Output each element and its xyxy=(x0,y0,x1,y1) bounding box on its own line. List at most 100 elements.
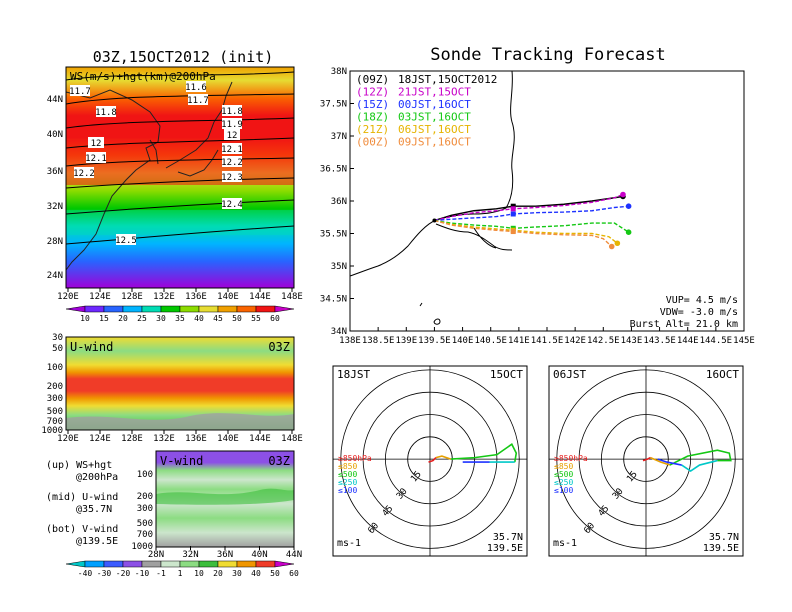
burst-point xyxy=(510,229,516,235)
track-x-tick-label: 138.5E xyxy=(362,336,395,346)
colorbar-swatch xyxy=(122,305,143,313)
track-y-tick-label: 35.5N xyxy=(320,230,347,240)
track-y-tick-label: 34.5N xyxy=(320,295,347,305)
x-tick-label: 132E xyxy=(153,434,175,444)
vdw-label: VDW= -3.0 m/s xyxy=(660,307,738,318)
hodograph-lat: 35.7N xyxy=(493,532,523,543)
vwind-title: V-wind xyxy=(160,454,203,468)
contour-label: 12.4 xyxy=(221,198,243,210)
y-tick-label: 300 xyxy=(137,504,153,514)
uwind-title: U-wind xyxy=(70,340,113,354)
contour-label: 12.5 xyxy=(115,234,137,246)
hodograph-legend-item: ≥850hPa xyxy=(338,454,372,463)
track-y-tick-label: 34N xyxy=(331,327,347,337)
note-mid: (mid) U-wind xyxy=(46,492,118,503)
panel-notes: (up) WS+hgt @200hPa (mid) U-wind @35.7N … xyxy=(46,460,118,547)
y-tick-label: 100 xyxy=(137,470,153,480)
landing-point xyxy=(620,191,626,198)
contour-label: 11.8 xyxy=(95,106,117,118)
track-x-tick-label: 141E xyxy=(508,336,530,346)
hodograph-trace xyxy=(428,457,437,463)
track-x-tick-label: 145E xyxy=(733,336,755,346)
colorbar-label: -10 xyxy=(135,569,150,578)
colorbar-label: -30 xyxy=(97,569,112,578)
map-y-ticks: 24N 28N 32N 36N 40N 44N xyxy=(47,95,63,281)
contour-label: 12.1 xyxy=(221,143,243,155)
hodograph-unit: ms-1 xyxy=(337,538,361,549)
x-tick-label: 36N xyxy=(217,550,233,560)
uwind-x-ticks: 120E 124E 128E 132E 136E 140E 144E 148E xyxy=(57,430,303,444)
svg-text:12.2: 12.2 xyxy=(73,169,95,179)
track-params: VUP= 4.5 m/s VDW= -3.0 m/s Burst Alt= 21… xyxy=(630,295,738,330)
x-tick-label: 128E xyxy=(121,434,143,444)
uwind-time: 03Z xyxy=(268,340,290,354)
contour-label: 11.7 xyxy=(187,94,209,106)
note-up-level: @200hPa xyxy=(76,472,118,483)
coastline-east-asia xyxy=(65,81,233,271)
svg-text:12.1: 12.1 xyxy=(85,154,107,164)
legend-utc: (18Z) xyxy=(356,111,389,124)
y-tick-label: 200 xyxy=(137,492,153,502)
track-x-tick-label: 143E xyxy=(621,336,643,346)
track-x-ticks: 138E 138.5E 139E 139.5E 140E 140.5E 141E 141.5E… xyxy=(339,327,755,346)
svg-text:12.1: 12.1 xyxy=(221,145,243,155)
hodograph-legend-item: ≤100 xyxy=(338,486,357,495)
y-tick-label: 500 xyxy=(137,519,153,529)
x-tick-label: 144E xyxy=(249,292,271,302)
track-y-tick-label: 37N xyxy=(331,132,347,142)
hodograph-trace xyxy=(657,458,682,466)
contour-label: 12 xyxy=(88,137,104,149)
x-tick-label: 148E xyxy=(281,292,303,302)
svg-text:11.8: 11.8 xyxy=(221,107,243,117)
honshu-coastline xyxy=(349,70,515,277)
contour-label: 11.9 xyxy=(221,118,243,130)
y-tick-label: 50 xyxy=(52,344,63,354)
track-line xyxy=(434,205,629,222)
colorbar-label: 30 xyxy=(232,569,242,578)
colorbar-swatch xyxy=(160,560,181,568)
x-tick-label: 120E xyxy=(57,434,79,444)
legend-utc: (09Z) xyxy=(356,73,389,86)
x-tick-label: 128E xyxy=(121,292,143,302)
svg-text:12.3: 12.3 xyxy=(221,173,243,183)
colorbar-label: -1 xyxy=(156,569,166,578)
x-tick-label: 124E xyxy=(89,292,111,302)
contour-label: 11.7 xyxy=(69,85,91,97)
y-tick-label: 30 xyxy=(52,333,63,343)
colorbar-label: -40 xyxy=(78,569,93,578)
x-tick-label: 148E xyxy=(281,434,303,444)
track-x-tick-label: 140E xyxy=(452,336,474,346)
legend-jst: 21JST,15OCT xyxy=(398,86,471,99)
vwind-x-ticks: 28N 32N 36N 40N 44N xyxy=(148,546,302,560)
contour-label: 12.3 xyxy=(221,171,243,183)
ws-map-panel: 11.7 11.6 11.7 11.8 11.8 11.9 12 12 12.1… xyxy=(47,66,303,323)
vwind-colorbar: -40 -30 -20 -10 -1 1 10 20 30 40 50 60 xyxy=(65,560,299,578)
svg-text:12: 12 xyxy=(91,139,102,149)
landing-point xyxy=(625,203,632,209)
colorbar-swatch xyxy=(65,305,86,313)
y-tick-label: 500 xyxy=(47,407,63,417)
landing-point xyxy=(614,240,621,247)
legend-jst: 06JST,16OCT xyxy=(398,123,471,136)
hodograph-date: 15OCT xyxy=(490,368,523,381)
track-line xyxy=(434,219,629,233)
track-y-tick-label: 38N xyxy=(331,67,347,77)
note-mid-lat: @35.7N xyxy=(76,504,112,515)
track-panel: 34N 34.5N 35N 35.5N 36N 36.5N 37N 37.5N 38N 138E… xyxy=(320,67,755,346)
colorbar-label: 50 xyxy=(270,569,280,578)
legend-jst: 03JST,16OCT xyxy=(398,111,471,124)
hodograph-trace xyxy=(642,456,651,462)
legend-utc: (15Z) xyxy=(356,98,389,111)
svg-text:11.7: 11.7 xyxy=(187,96,209,106)
vwind-time: 03Z xyxy=(268,454,290,468)
x-tick-label: 44N xyxy=(286,550,302,560)
y-tick-label: 700 xyxy=(47,417,63,427)
y-tick-label: 32N xyxy=(47,202,63,212)
colorbar-swatch xyxy=(217,305,238,313)
svg-text:12.4: 12.4 xyxy=(221,200,243,210)
